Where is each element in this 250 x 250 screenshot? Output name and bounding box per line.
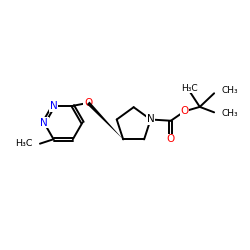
Text: H₃C: H₃C bbox=[15, 139, 32, 148]
Text: O: O bbox=[180, 106, 188, 116]
Text: H₃C: H₃C bbox=[181, 84, 198, 92]
Text: N: N bbox=[50, 101, 58, 111]
Text: O: O bbox=[84, 98, 92, 108]
Text: CH₃: CH₃ bbox=[222, 109, 238, 118]
Text: CH₃: CH₃ bbox=[222, 86, 238, 95]
Polygon shape bbox=[87, 102, 123, 140]
Text: N: N bbox=[147, 114, 154, 124]
Text: O: O bbox=[167, 134, 175, 144]
Text: N: N bbox=[40, 118, 48, 128]
